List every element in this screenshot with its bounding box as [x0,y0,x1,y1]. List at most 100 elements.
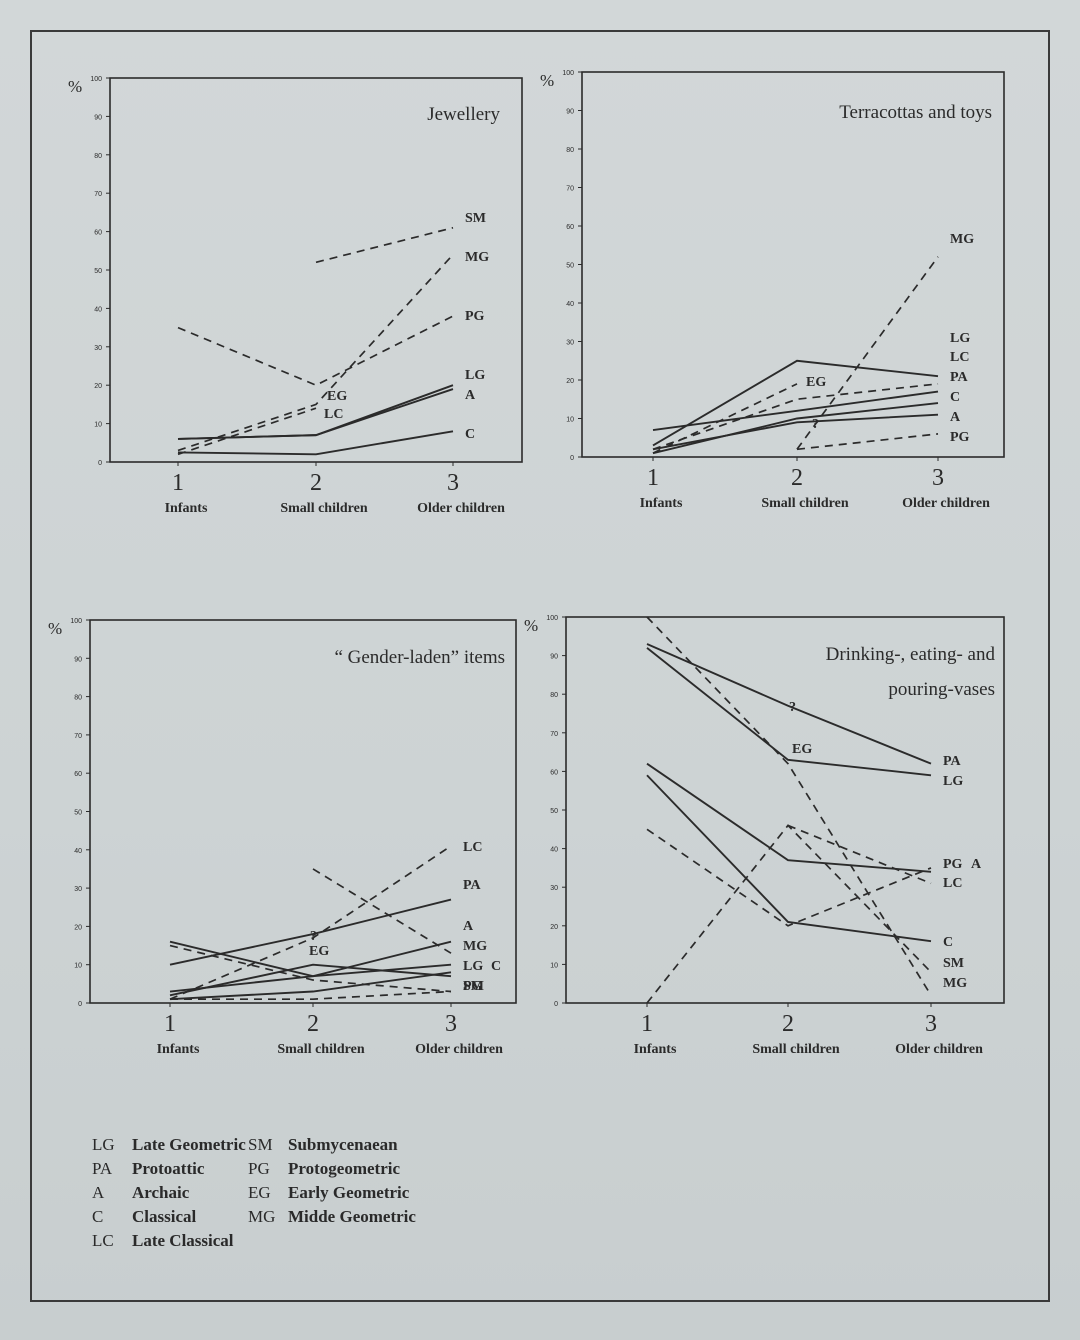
series-label: PA [950,370,969,385]
series-line-pg [796,433,939,451]
series-line-pa [646,643,932,765]
legend-abbr: MG [248,1207,276,1226]
y-tick-label: 10 [550,962,558,969]
y-tick-label: 0 [98,460,102,467]
legend-label: Archaic [132,1183,190,1202]
y-tick-label: 20 [94,383,102,390]
series-line-pa [169,898,452,966]
chart-title: Drinking-, eating- and [826,644,996,665]
y-tick-label: 40 [550,847,558,854]
chart-panel-4: 0 10 20 30 40 50 60 70 80 90 100% 1 Infants 2 Small ch… [524,615,1005,1057]
y-tick-label: 70 [566,186,574,193]
series-line-mg [796,256,939,450]
y-tick-label: 100 [90,76,102,83]
y-tick-label: 90 [74,656,82,663]
legend-col2: SM Submycenaean PG Protogeometric EG Early … [248,1133,416,1229]
y-tick-label: 100 [70,618,82,625]
legend-abbr: LG [92,1135,115,1154]
series-line-c [652,402,939,455]
series-line-pg [169,944,452,993]
y-tick-label: 50 [566,263,574,270]
y-tick-label: 20 [550,924,558,931]
series-line-lg [169,940,452,978]
legend-label: Submycenaean [288,1135,398,1154]
series-line-eg [177,407,317,456]
axes-frame [89,619,517,1004]
series-line-lg [646,647,932,777]
series-line-eg [169,963,452,997]
y-tick-label: 90 [566,109,574,116]
y-tick-label: 80 [550,692,558,699]
series-line-pg [177,315,454,387]
y-tick-label: 50 [74,810,82,817]
series-label: LG [943,774,963,789]
y-tick-label: 20 [74,924,82,931]
series-line-sm [170,990,452,1001]
series-label: PG [465,309,485,324]
y-tick-label: 30 [550,885,558,892]
x-tick-number: 1 [172,470,184,496]
series-line-eg [652,383,798,454]
y-axis-label: % [540,71,554,90]
x-tick-label: Older children [895,1042,983,1057]
legend-item: LG Late Geometric [92,1133,246,1157]
series-line-mg [312,868,452,954]
axes-frame [565,616,1005,1004]
series-label: LG [950,331,970,346]
x-tick-number: 3 [925,1011,937,1037]
series-line-pa [652,390,939,431]
y-tick-label: 80 [566,147,574,154]
y-tick-label: 40 [566,301,574,308]
legend-label: Classical [132,1207,197,1226]
y-tick-label: 20 [566,378,574,385]
series-label: A [463,919,474,934]
legend-abbr: SM [248,1135,273,1154]
x-tick-label: Small children [761,496,848,511]
x-tick-number: 3 [932,465,944,491]
series-label: SM [465,211,486,226]
chart-annotation: EG [806,375,826,390]
series-line-a [652,413,939,451]
legend-item: PA Protoattic [92,1157,246,1181]
legend-label: Late Classical [132,1231,234,1250]
series-label: SM [943,956,964,971]
legend-abbr: A [92,1183,105,1202]
legend-item: EG Early Geometric [248,1181,416,1205]
axes-frame [581,71,1005,458]
x-tick-label: Older children [417,501,505,516]
x-tick-label: Small children [280,501,367,516]
series-label: C [491,959,501,974]
legend-label: Late Geometric [132,1135,246,1154]
series-line-lc [787,824,932,885]
series-label: A [971,857,982,872]
series-line-sm [315,226,454,264]
y-tick-label: 100 [546,615,558,622]
x-tick-label: Small children [752,1042,839,1057]
x-tick-number: 1 [164,1011,176,1037]
series-label: LG [463,959,483,974]
series-label: C [465,427,475,442]
series-line-c [169,971,452,1001]
y-tick-label: 70 [94,191,102,198]
y-tick-label: 10 [566,417,574,424]
legend-abbr: LC [92,1231,114,1250]
y-tick-label: 60 [74,771,82,778]
y-tick-label: 30 [566,340,574,347]
y-axis-label: % [68,77,82,96]
series-line-lg [652,359,939,447]
series-label: PG [463,979,483,994]
x-tick-label: Older children [415,1042,503,1057]
series-label: MG [943,976,967,991]
chart-title: Terracottas and toys [839,102,992,123]
y-tick-label: 80 [74,695,82,702]
series-line-pg [646,828,932,927]
chart-title: Jewellery [427,104,500,125]
y-tick-label: 70 [74,733,82,740]
legend-abbr: EG [248,1183,271,1202]
chart-title: “ Gender-laden” items [334,647,505,668]
y-tick-label: 80 [94,153,102,160]
series-label: LC [950,350,969,365]
x-tick-number: 3 [447,470,459,496]
legend-item: SM Submycenaean [248,1133,416,1157]
